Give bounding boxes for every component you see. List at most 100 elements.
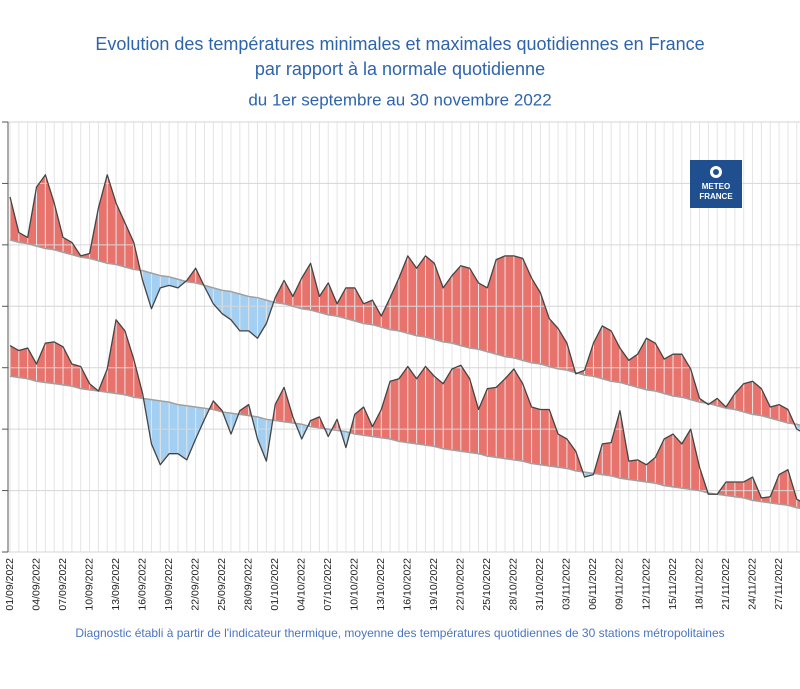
anomaly-fill (115, 319, 126, 395)
anomaly-fill (646, 337, 656, 392)
x-tick-label: 06/11/2022 (587, 558, 599, 610)
anomaly-fill (725, 481, 736, 497)
anomaly-fill (602, 325, 612, 382)
anomaly-fill (98, 174, 108, 264)
x-tick-label: 22/09/2022 (189, 558, 201, 611)
anomaly-fill (186, 405, 196, 460)
anomaly-fill (734, 481, 744, 499)
anomaly-fill (381, 381, 391, 440)
anomaly-fill (416, 365, 426, 446)
x-tick-label: 28/10/2022 (508, 558, 520, 611)
anomaly-fill (513, 255, 523, 361)
x-tick-label: 04/09/2022 (30, 558, 42, 611)
normal-line (9, 375, 800, 509)
x-tick-label: 01/09/2022 (4, 558, 16, 611)
anomaly-fill (354, 287, 364, 324)
anomaly-fill (451, 265, 462, 346)
anomaly-fill (407, 255, 417, 337)
anomaly-fill (213, 287, 223, 315)
anomaly-fill (496, 378, 506, 459)
x-tick-label: 19/09/2022 (163, 558, 175, 611)
anomaly-fill (257, 297, 267, 339)
temperature-line (9, 174, 800, 432)
x-tick-label: 16/09/2022 (136, 558, 148, 611)
anomaly-fill (478, 282, 488, 353)
anomaly-fill (168, 401, 179, 454)
anomaly-fill (45, 341, 55, 384)
anomaly-fill (425, 255, 435, 340)
anomaly-fill (319, 282, 329, 316)
grid: 05101520253035 (2, 121, 800, 553)
anomaly-fill (540, 409, 550, 467)
anomaly-fill (54, 341, 64, 386)
anomaly-fill (239, 293, 249, 332)
anomaly-fill (663, 433, 674, 488)
logo-text: FRANCE (699, 192, 733, 201)
x-tick-label: 03/11/2022 (561, 558, 573, 610)
anomaly-fill (45, 174, 55, 251)
logo: METEO FRANCE (690, 160, 742, 208)
x-tick-label: 13/09/2022 (110, 558, 122, 611)
anomaly-fill (513, 368, 523, 462)
anomaly-fill (637, 459, 647, 483)
anomaly-fill (487, 387, 497, 458)
anomaly-fill (416, 255, 426, 338)
anomaly-fill (221, 290, 232, 321)
x-tick-label: 28/09/2022 (242, 558, 254, 611)
anomaly-fill (460, 265, 470, 349)
x-tick-label: 07/10/2022 (322, 558, 334, 611)
x-tick-label: 09/11/2022 (614, 558, 626, 610)
anomaly-fill (389, 277, 400, 332)
x-tick-label: 10/10/2022 (349, 558, 361, 611)
anomaly-fill (752, 380, 762, 416)
anomaly-fill (425, 365, 435, 447)
anomaly-fill (663, 353, 674, 397)
x-tick-label: 21/11/2022 (720, 558, 732, 610)
x-tick-label: 16/10/2022 (402, 558, 414, 611)
anomaly-fill (257, 416, 267, 462)
temperature-line (9, 319, 800, 502)
anomaly-fill (778, 469, 789, 506)
logo-icon (713, 169, 719, 175)
anomaly-fill (389, 378, 400, 442)
anomaly-fill (681, 428, 691, 490)
x-tick-label: 12/11/2022 (640, 558, 652, 610)
anomaly-fill (557, 433, 568, 469)
anomaly-fill (549, 409, 559, 468)
x-tick-label: 10/09/2022 (83, 558, 95, 611)
anomaly-fill (107, 319, 117, 394)
x-tick-label: 25/09/2022 (216, 558, 228, 611)
x-tick-label: 04/10/2022 (296, 558, 308, 611)
x-tick-label: 22/10/2022 (455, 558, 467, 611)
x-tick-label: 19/10/2022 (428, 558, 440, 611)
anomaly-fill (531, 406, 541, 466)
anomaly-fill (469, 378, 479, 454)
anomaly-fill (451, 364, 462, 452)
anomaly-fill (336, 287, 347, 319)
x-tick-label: 25/10/2022 (481, 558, 493, 611)
x-tick-label: 15/11/2022 (667, 558, 679, 610)
chart-subtitle: du 1er septembre au 30 novembre 2022 (248, 90, 551, 109)
logo-text: METEO (702, 182, 730, 191)
x-tick-label: 31/10/2022 (534, 558, 546, 611)
anomaly-fill (27, 347, 37, 382)
x-tick-label: 27/11/2022 (773, 558, 785, 610)
x-tick-label: 01/10/2022 (269, 558, 281, 611)
chart-title: Evolution des températures minimales et … (95, 34, 704, 54)
anomaly-fill (124, 222, 134, 270)
anomaly-fill (566, 438, 576, 472)
anomaly-fill (504, 368, 515, 461)
anomaly-fill (672, 354, 683, 398)
anomaly-fill (628, 459, 638, 481)
anomaly-fill (36, 343, 46, 383)
x-tick-label: 18/11/2022 (693, 558, 705, 610)
anomaly-fill (434, 375, 444, 450)
anomaly-fill (177, 404, 188, 461)
plot-area: 05101520253035 01/09/2022 04/09/2022 07/09/… (2, 121, 800, 611)
anomaly-fill (743, 380, 753, 415)
anomaly-fill (460, 364, 470, 453)
anomaly-fill (62, 346, 73, 387)
anomaly-fill (602, 442, 612, 477)
anomaly-fill (124, 330, 134, 398)
